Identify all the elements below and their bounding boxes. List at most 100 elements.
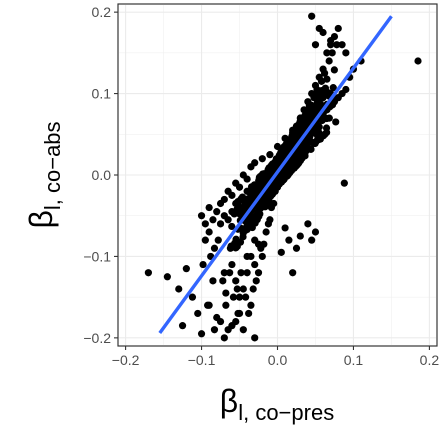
data-point-density	[332, 118, 340, 126]
x-tick-label: 0.2	[420, 352, 440, 368]
data-point-density	[290, 158, 298, 167]
data-point	[251, 334, 259, 342]
data-point	[252, 277, 260, 285]
data-point-density	[247, 213, 255, 221]
data-point-density	[238, 193, 247, 201]
data-point	[327, 37, 335, 45]
data-point	[247, 301, 255, 309]
data-point	[228, 260, 236, 269]
data-point	[414, 57, 422, 65]
y-tick-label: 0.1	[92, 86, 112, 102]
data-point-density	[305, 133, 314, 141]
data-point-density	[325, 114, 333, 122]
data-point	[308, 236, 316, 244]
data-point	[199, 260, 207, 269]
data-point-density	[272, 158, 280, 166]
data-point	[292, 244, 301, 252]
data-point	[270, 199, 278, 208]
data-point-density	[228, 222, 236, 231]
data-point	[281, 224, 289, 232]
data-point	[235, 183, 244, 191]
data-point-density	[243, 222, 251, 231]
data-point	[197, 212, 206, 220]
x-axis-title: βl, co−pres	[220, 383, 334, 425]
data-point	[226, 269, 234, 277]
x-axis-title-sub: l, co−pres	[238, 400, 334, 425]
data-point	[340, 179, 348, 187]
y-axis-ticks: −0.2 −0.1 0.0 0.1 0.2	[83, 4, 118, 346]
data-point-density	[267, 169, 275, 178]
data-point-density	[267, 186, 276, 194]
data-point-density	[244, 200, 252, 208]
data-point	[182, 265, 190, 273]
fit-line	[158, 15, 393, 334]
data-point	[328, 49, 336, 57]
data-point	[251, 159, 259, 167]
data-point	[258, 252, 266, 261]
data-point	[239, 285, 247, 293]
data-point	[216, 317, 225, 326]
data-point	[304, 220, 312, 228]
data-point	[201, 236, 209, 244]
x-tick-label: 0.0	[268, 352, 288, 368]
data-point	[222, 301, 230, 309]
data-point-density	[293, 131, 301, 140]
data-point-density	[307, 101, 315, 109]
data-point	[338, 41, 346, 49]
y-axis-title-sub: l, co−abs	[40, 121, 65, 210]
data-point	[249, 285, 257, 293]
x-tick-label: −0.2	[112, 352, 140, 368]
y-tick-label: 0.2	[92, 4, 112, 20]
data-point-density	[233, 205, 241, 213]
data-point-density	[278, 146, 286, 154]
data-point	[232, 277, 240, 285]
data-point	[254, 240, 263, 248]
data-point-density	[254, 208, 262, 216]
data-point-density	[328, 101, 337, 109]
major-gridlines	[118, 4, 437, 346]
data-point	[175, 285, 183, 293]
data-point-density	[303, 114, 311, 122]
data-point-density	[231, 244, 240, 252]
data-point	[219, 277, 227, 285]
data-point-density	[300, 143, 309, 151]
data-point	[245, 309, 253, 318]
data-point	[228, 191, 236, 199]
data-point	[216, 220, 225, 228]
data-point-density	[253, 186, 261, 194]
data-point-density	[292, 151, 300, 159]
data-point	[247, 252, 255, 261]
data-point	[311, 41, 320, 49]
data-point-density	[262, 202, 270, 210]
data-point	[188, 293, 197, 301]
data-point	[232, 317, 240, 326]
data-point-density	[313, 91, 321, 99]
data-point-density	[290, 137, 298, 145]
data-point-density	[307, 145, 315, 153]
data-point	[220, 269, 228, 277]
y-axis-title-main: β	[23, 210, 59, 228]
data-point	[320, 69, 329, 77]
data-point	[224, 216, 232, 224]
data-point	[210, 244, 219, 252]
data-point	[234, 309, 242, 318]
data-point-density	[278, 151, 287, 159]
data-point-density	[296, 155, 305, 163]
data-point-density	[257, 173, 265, 181]
y-tick-label: −0.2	[83, 330, 111, 346]
data-point	[325, 57, 333, 65]
x-axis-title-main: β	[220, 383, 238, 419]
data-point	[205, 203, 213, 212]
data-point-density	[323, 75, 331, 83]
data-point	[237, 269, 245, 277]
data-point	[242, 293, 250, 301]
data-point-density	[232, 235, 240, 243]
data-point-density	[283, 138, 291, 147]
y-axis-title: βl, co−abs	[23, 121, 65, 228]
data-point-density	[275, 179, 283, 188]
data-point	[233, 285, 241, 293]
data-point	[323, 49, 331, 57]
data-point	[266, 151, 274, 159]
data-point	[209, 277, 217, 285]
